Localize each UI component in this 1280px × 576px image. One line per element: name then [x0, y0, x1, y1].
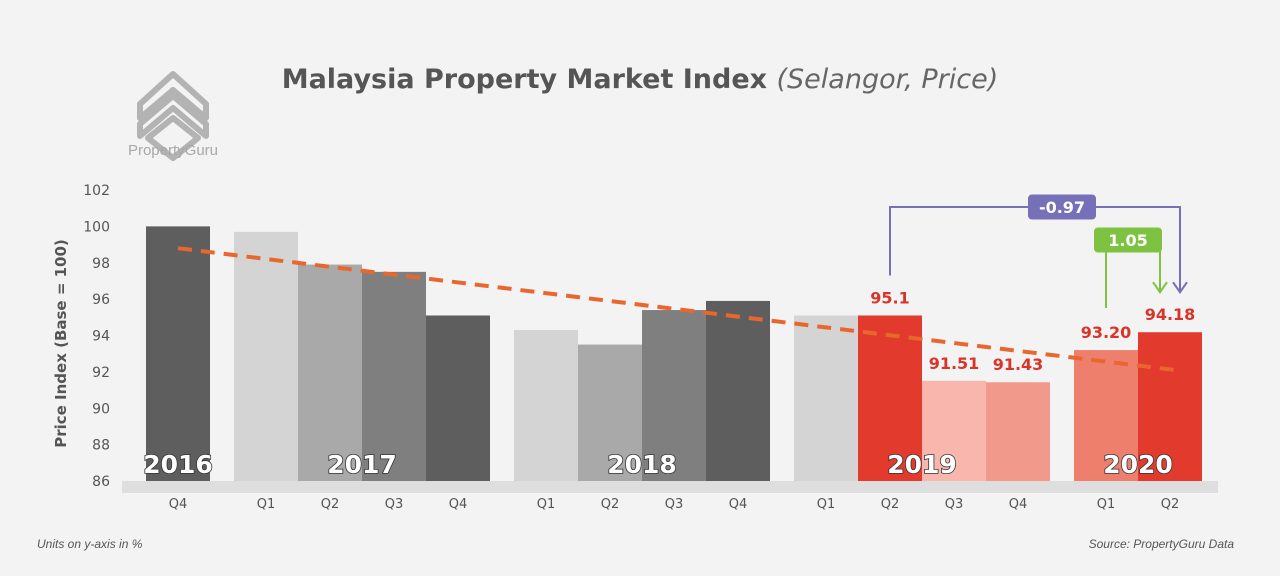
- bar: [362, 271, 426, 481]
- x-tick-label: Q4: [1009, 497, 1028, 512]
- annotation-text: 1.05: [1108, 231, 1147, 250]
- data-label: 91.43: [993, 355, 1044, 374]
- bar-labels: 2016 2017 2018 95.1 91.51 91.43 2019 93.20 94.18…: [142, 288, 1196, 479]
- chart-title: Malaysia Property Market Index (Selangor…: [0, 64, 1280, 95]
- x-tick-label: Q3: [385, 497, 404, 512]
- chart-title-main: Malaysia Property Market Index: [281, 64, 768, 95]
- y-tick-label: 90: [92, 401, 110, 417]
- arrow-head: [1152, 281, 1168, 294]
- annotation-badge: [1028, 194, 1096, 220]
- bar: [706, 300, 770, 481]
- trendline: [177, 246, 1176, 373]
- x-tick-label: Q2: [601, 497, 620, 512]
- x-tick-label: Q4: [729, 497, 748, 512]
- x-tick-label: Q4: [449, 497, 468, 512]
- bar: [1138, 332, 1202, 481]
- data-label: 94.18: [1145, 305, 1196, 324]
- x-tick-label: Q1: [1097, 497, 1116, 512]
- bar: [234, 231, 298, 481]
- year-label: 2020: [1103, 450, 1173, 479]
- y-tick-label: 100: [83, 219, 110, 235]
- x-tick-label: Q3: [665, 497, 684, 512]
- y-tick-label: 86: [92, 474, 110, 490]
- year-label: 2019: [887, 450, 957, 479]
- bar: [922, 380, 986, 481]
- y-axis-label: Price Index (Base = 100): [52, 239, 70, 448]
- bar: [146, 226, 210, 481]
- year-label: 2018: [607, 450, 677, 479]
- y-tick-label: 88: [92, 438, 110, 454]
- x-tick-label: Q2: [321, 497, 340, 512]
- y-tick-label: 94: [92, 329, 110, 345]
- y-tick-label: 102: [83, 183, 110, 199]
- bar: [794, 315, 858, 481]
- bar: [298, 264, 362, 481]
- bars: [146, 226, 1202, 481]
- bar: [986, 382, 1050, 481]
- source-note: Source: PropertyGuru Data: [1088, 537, 1234, 551]
- units-note: Units on y-axis in %: [37, 537, 143, 551]
- bar: [426, 315, 490, 481]
- arrow-head: [1172, 281, 1188, 294]
- brand-name: PropertyGuru: [127, 142, 219, 159]
- x-axis-band: [122, 481, 1218, 493]
- bar: [1074, 350, 1138, 481]
- year-label: 2017: [327, 450, 397, 479]
- y-tick-label: 96: [92, 292, 110, 308]
- year-label: 2016: [143, 450, 213, 479]
- trendline-dashed: [177, 246, 1176, 373]
- x-tick-label: Q1: [537, 497, 556, 512]
- x-tick-label: Q4: [169, 497, 188, 512]
- bar: [858, 315, 922, 481]
- data-label: 91.51: [929, 354, 980, 373]
- annotations: -0.97 1.05: [889, 194, 1188, 309]
- bar: [642, 310, 706, 481]
- x-tick-label: Q3: [945, 497, 964, 512]
- data-label: 95.1: [870, 288, 909, 307]
- annotation-badge: [1094, 227, 1162, 253]
- x-tick-label: Q2: [881, 497, 900, 512]
- x-tick-label: Q1: [817, 497, 836, 512]
- propertyguru-logo-icon: [137, 71, 209, 161]
- y-tick-label: 92: [92, 365, 110, 381]
- y-tick-label: 98: [92, 256, 110, 272]
- y-axis: 86 88 90 92 94 96 98 100 102 Price Index (Base = …: [52, 183, 1218, 512]
- bar: [578, 344, 642, 481]
- chart-subtitle: (Selangor, Price): [776, 64, 999, 95]
- bar: [514, 330, 578, 481]
- data-label: 93.20: [1081, 323, 1132, 342]
- x-tick-label: Q1: [257, 497, 276, 512]
- annotation-text: -0.97: [1039, 198, 1085, 217]
- x-tick-label: Q2: [1161, 497, 1180, 512]
